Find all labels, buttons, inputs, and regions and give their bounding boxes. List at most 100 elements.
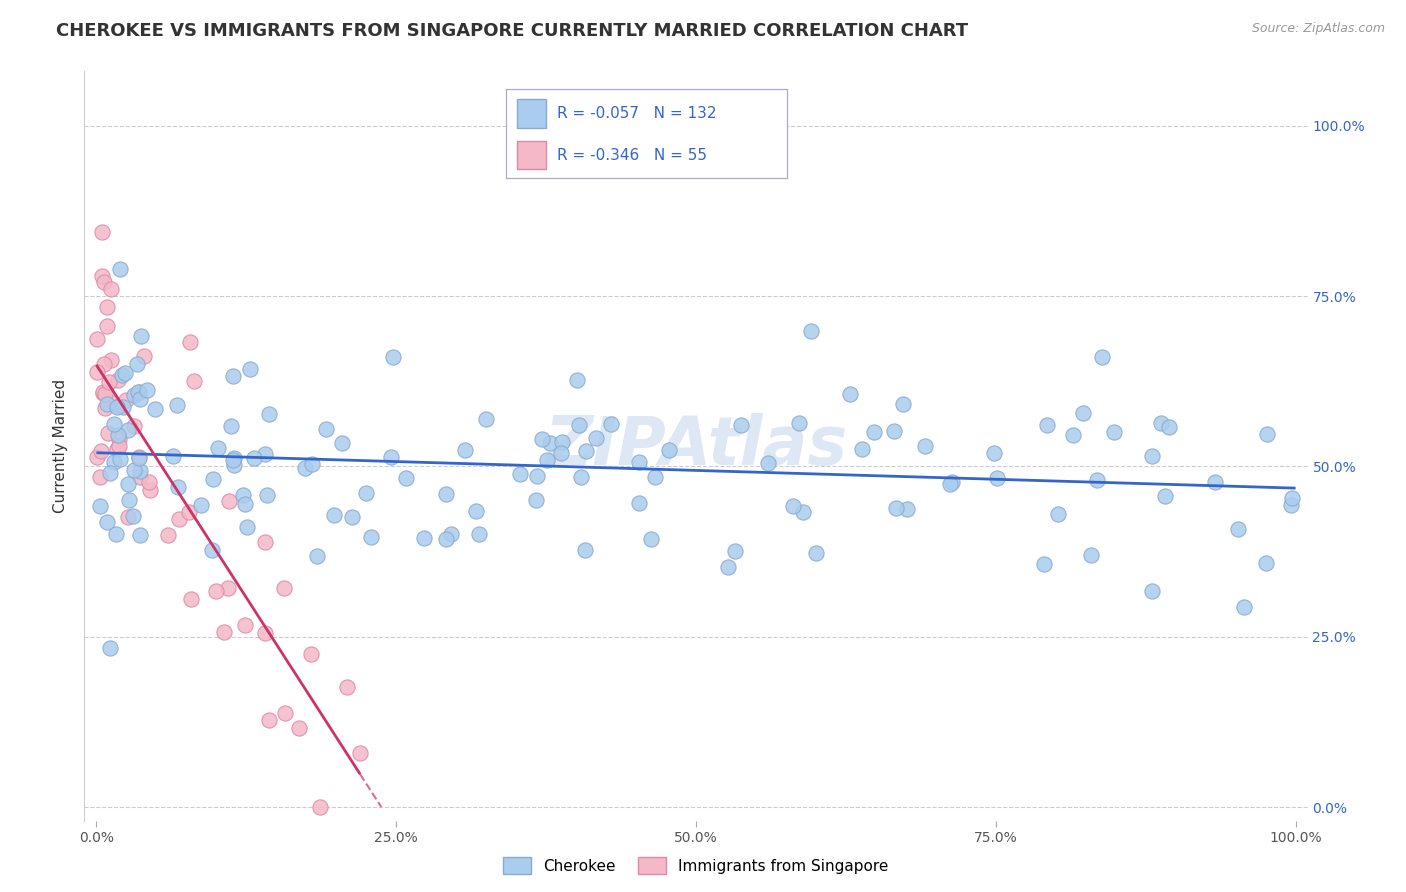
Point [94, 401, 117, 415]
Point [139, 483, 162, 498]
Point [395, 471, 418, 485]
Point [883, 425, 905, 439]
Point [207, 441, 229, 455]
Point [640, 532, 662, 546]
Point [475, 412, 498, 426]
Point [585, 431, 607, 445]
Point [568, 417, 591, 432]
Point [222, 458, 245, 472]
Point [89, 499, 111, 513]
Point [717, 560, 740, 574]
Point [256, 488, 278, 502]
Point [756, 456, 779, 470]
Point [658, 443, 681, 458]
Point [628, 454, 651, 468]
Point [94, 387, 117, 401]
Point [1080, 548, 1102, 562]
Point [412, 531, 434, 545]
Point [288, 721, 311, 735]
Point [128, 451, 150, 466]
Point [128, 384, 150, 399]
Point [454, 443, 477, 458]
Point [105, 442, 128, 457]
Point [96, 397, 118, 411]
Point [531, 432, 554, 446]
Point [1279, 498, 1302, 512]
Point [939, 476, 962, 491]
Point [128, 392, 150, 407]
Point [91, 268, 114, 283]
Point [526, 469, 548, 483]
Point [167, 512, 190, 526]
Point [104, 527, 127, 541]
Text: Source: ZipAtlas.com: Source: ZipAtlas.com [1251, 22, 1385, 36]
Point [117, 477, 139, 491]
Text: ZIPAtlas: ZIPAtlas [544, 413, 848, 479]
Point [143, 401, 166, 416]
Point [218, 494, 240, 508]
Point [551, 435, 574, 450]
Point [100, 353, 122, 368]
Point [983, 446, 1005, 460]
Point [335, 680, 357, 694]
Point [100, 282, 122, 296]
Point [156, 528, 179, 542]
Point [536, 453, 558, 467]
Point [90, 225, 112, 239]
Point [136, 383, 159, 397]
Point [217, 581, 239, 595]
Point [107, 427, 129, 442]
Point [434, 487, 457, 501]
Point [129, 464, 152, 478]
Point [891, 397, 914, 411]
Point [105, 401, 128, 415]
Point [1256, 427, 1278, 442]
Point [122, 419, 145, 434]
Point [103, 417, 125, 432]
Point [1150, 417, 1173, 431]
Point [212, 624, 235, 639]
Point [1226, 522, 1249, 536]
Point [177, 506, 200, 520]
Point [259, 713, 281, 727]
Point [299, 647, 322, 661]
Point [360, 530, 382, 544]
Point [782, 499, 804, 513]
Point [108, 399, 131, 413]
Point [1033, 557, 1056, 571]
Point [219, 418, 242, 433]
Point [1085, 473, 1108, 487]
Point [380, 450, 402, 464]
Point [253, 625, 276, 640]
Point [600, 417, 623, 431]
Legend: Cherokee, Immigrants from Singapore: Cherokee, Immigrants from Singapore [498, 851, 894, 880]
Point [233, 497, 256, 511]
Point [93, 357, 115, 371]
Point [96, 300, 118, 314]
Point [107, 432, 129, 446]
Point [128, 470, 150, 484]
Point [107, 373, 129, 387]
Point [273, 581, 295, 595]
Point [115, 392, 138, 407]
Point [575, 443, 598, 458]
Point [468, 527, 491, 541]
Point [86, 332, 108, 346]
Point [162, 450, 184, 464]
Point [1233, 600, 1256, 615]
Point [180, 591, 202, 606]
Point [96, 319, 118, 334]
Point [235, 520, 257, 534]
Point [243, 450, 266, 465]
Point [1159, 420, 1181, 434]
Point [128, 450, 150, 464]
Point [138, 475, 160, 489]
Point [111, 400, 134, 414]
Point [330, 435, 353, 450]
Point [257, 407, 280, 421]
Point [1154, 489, 1177, 503]
Point [509, 467, 531, 482]
Text: CHEROKEE VS IMMIGRANTS FROM SINGAPORE CURRENTLY MARRIED CORRELATION CHART: CHEROKEE VS IMMIGRANTS FROM SINGAPORE CU… [56, 22, 969, 40]
FancyBboxPatch shape [517, 99, 546, 128]
Point [117, 423, 139, 437]
